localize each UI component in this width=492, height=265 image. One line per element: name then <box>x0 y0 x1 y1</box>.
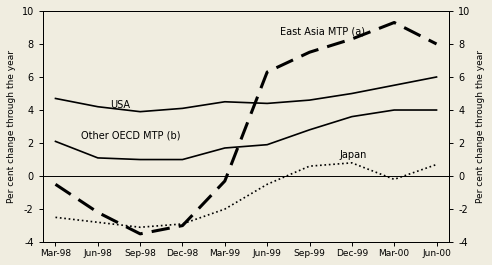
Text: Other OECD MTP (b): Other OECD MTP (b) <box>81 130 181 140</box>
Y-axis label: Per cent change through the year: Per cent change through the year <box>7 50 16 203</box>
Text: USA: USA <box>111 100 130 109</box>
Text: Japan: Japan <box>339 150 367 160</box>
Text: East Asia MTP (a): East Asia MTP (a) <box>280 26 365 36</box>
Y-axis label: Per cent change through the year: Per cent change through the year <box>476 50 485 203</box>
